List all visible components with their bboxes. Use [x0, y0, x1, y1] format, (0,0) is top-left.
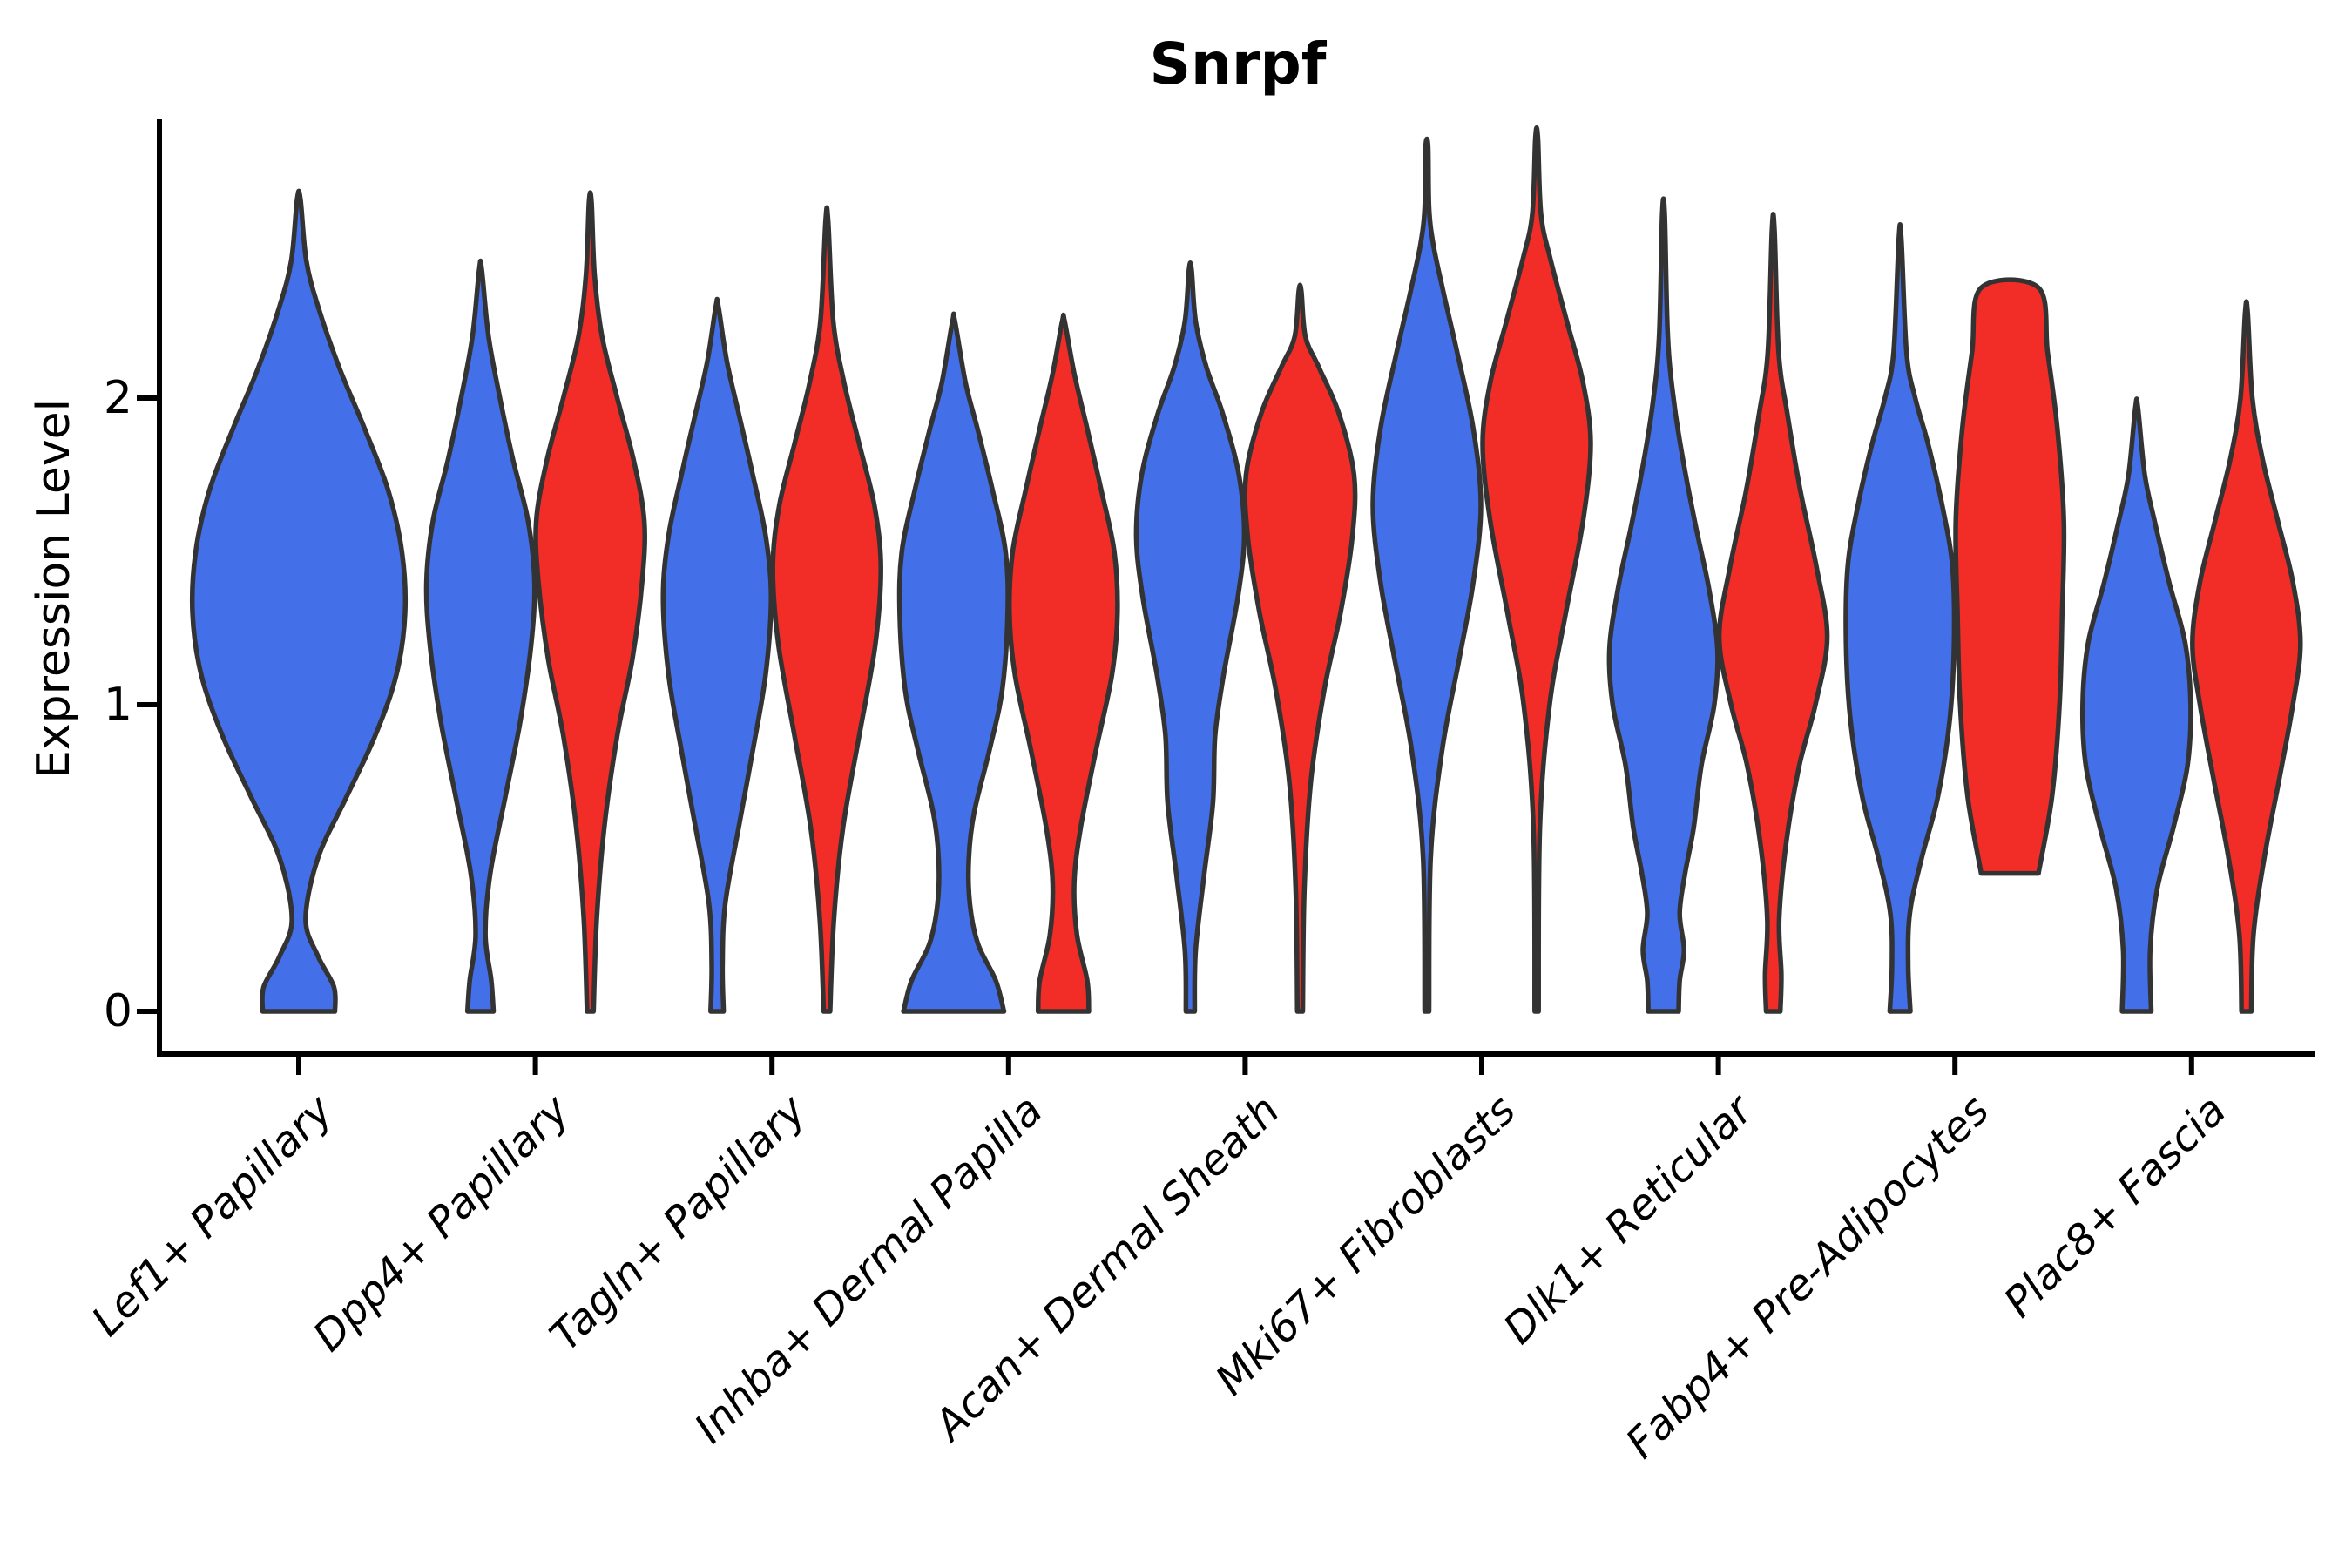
violin-red	[1006, 312, 1120, 1014]
y-tick-label: 2	[103, 372, 132, 424]
violin-blue	[1370, 136, 1484, 1014]
violin-red	[1716, 212, 1830, 1014]
violin-red	[770, 205, 883, 1014]
violin-blue	[1843, 221, 1957, 1014]
y-tick-label: 1	[103, 679, 132, 731]
y-tick-label: 0	[103, 985, 132, 1037]
violin-blue	[1133, 260, 1247, 1014]
violin-blue	[189, 188, 409, 1014]
violin-red	[1480, 125, 1593, 1014]
violin-blue	[1606, 196, 1720, 1014]
violin-red	[1242, 282, 1358, 1014]
violin-blue	[896, 311, 1010, 1014]
violin-blue	[2079, 396, 2193, 1014]
violin-red	[1953, 277, 2067, 876]
violin-blue	[660, 296, 774, 1014]
violin-red	[2190, 299, 2303, 1014]
violin-red	[533, 190, 647, 1014]
chart-title: Snrpf	[1149, 30, 1327, 98]
violin-blue	[423, 258, 537, 1014]
